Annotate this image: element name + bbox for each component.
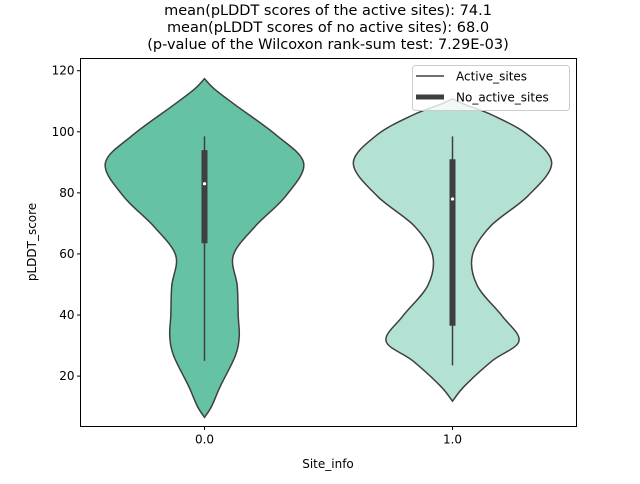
legend-box — [412, 65, 570, 111]
y-tick-label: 80 — [59, 186, 74, 200]
legend: Active_sites No_active_sites — [412, 65, 570, 111]
x-axis: 0.0 1.0 — [195, 426, 462, 447]
title-line-2: mean(pLDDT scores of no active sites): 6… — [167, 20, 489, 36]
legend-active-sites-label: Active_sites — [456, 70, 527, 84]
y-tick-label: 100 — [52, 125, 75, 139]
x-axis-label: Site_info — [302, 457, 354, 471]
y-tick-label: 60 — [59, 247, 74, 261]
x-tick-label: 1.0 — [443, 433, 462, 447]
title-line-3: (p-value of the Wilcoxon rank-sum test: … — [147, 37, 508, 53]
y-tick-label: 40 — [59, 308, 74, 322]
chart-title: mean(pLDDT scores of the active sites): … — [147, 3, 508, 53]
violin-median-0.0 — [202, 182, 207, 186]
legend-no-active-sites-label: No_active_sites — [456, 91, 549, 105]
y-axis: 20 40 60 80 100 120 — [52, 64, 81, 383]
y-tick-label: 120 — [52, 64, 75, 78]
title-line-1: mean(pLDDT scores of the active sites): … — [164, 3, 492, 19]
y-tick-label: 20 — [59, 369, 74, 383]
plot-area — [104, 77, 553, 419]
axes-frame — [80, 58, 577, 427]
y-axis-label: pLDDT_score — [25, 203, 39, 281]
x-tick-label: 0.0 — [195, 433, 214, 447]
violin-median-1.0 — [450, 197, 455, 201]
